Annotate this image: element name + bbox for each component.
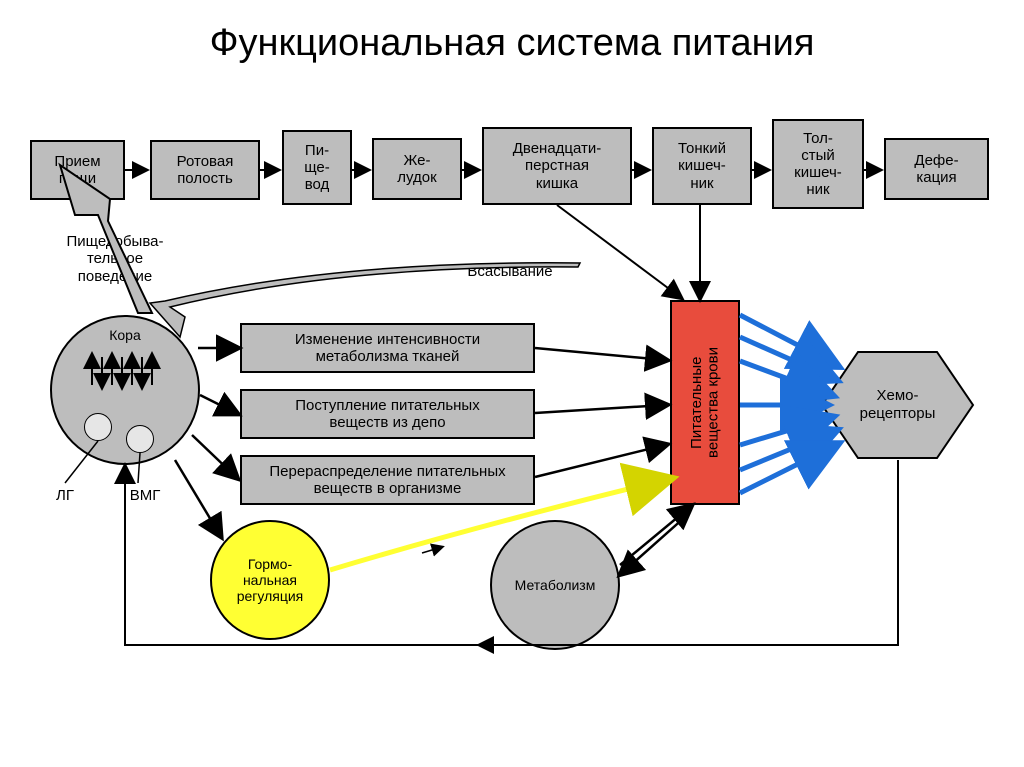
hormonal-label: Гормо-нальнаярегуляция — [237, 556, 304, 604]
chain-box-n6: Тонкийкишеч-ник — [652, 127, 752, 205]
metabolism-circle: Метаболизм — [490, 520, 620, 650]
cortex-subcircle-1 — [126, 425, 154, 453]
chain-box-n8: Дефе-кация — [884, 138, 989, 200]
chain-box-n3: Пи-ще-вод — [282, 130, 352, 205]
bmg-label: ВМГ — [115, 487, 175, 504]
diagram-canvas: Приемпищи Ротоваяполость Пи-ще-вод Же-лудок… — [20, 105, 1004, 665]
behavior-label: Пищедобыва-тельноеповедение — [40, 233, 190, 285]
nutrients-blood-label: Питательныевещества крови — [689, 347, 722, 458]
chemoreceptors-hex: Хемо-рецепторы — [820, 350, 975, 460]
absorption-label: Всасывание — [440, 263, 580, 280]
mid-box-m1: Изменение интенсивностиметаболизма ткане… — [240, 323, 535, 373]
cortex-circle: Кора — [50, 315, 200, 465]
chain-box-n1: Приемпищи — [30, 140, 125, 200]
lg-label: ЛГ — [45, 487, 85, 504]
cortex-label: Кора — [52, 327, 198, 343]
cortex-subcircle-0 — [84, 413, 112, 441]
chain-box-n2: Ротоваяполость — [150, 140, 260, 200]
mid-box-m3: Перераспределение питательныхвеществ в о… — [240, 455, 535, 505]
chain-box-n7: Тол-стыйкишеч-ник — [772, 119, 864, 209]
hexagon-label: Хемо-рецепторы — [860, 387, 936, 423]
chain-box-n5: Двенадцати-перстнаякишка — [482, 127, 632, 205]
hormonal-circle: Гормо-нальнаярегуляция — [210, 520, 330, 640]
mid-box-m2: Поступление питательныхвеществ из депо — [240, 389, 535, 439]
metabolism-label: Метаболизм — [515, 577, 596, 593]
nutrients-blood-box: Питательныевещества крови — [670, 300, 740, 505]
chain-box-n4: Же-лудок — [372, 138, 462, 200]
page-title: Функциональная система питания — [0, 0, 1024, 65]
